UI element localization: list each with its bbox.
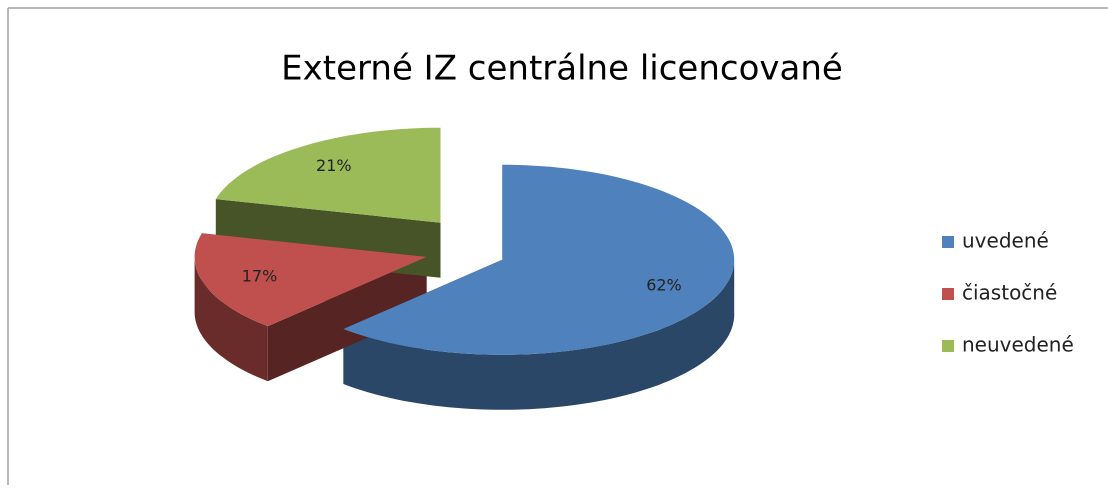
legend-label: čiastočné xyxy=(962,281,1057,305)
legend-swatch xyxy=(942,288,954,300)
legend-label: neuvedené xyxy=(962,333,1074,357)
data-label: 62% xyxy=(646,276,682,295)
legend-swatch xyxy=(942,236,954,248)
data-label: 17% xyxy=(242,266,278,285)
slice xyxy=(215,127,441,223)
data-label: 21% xyxy=(316,156,352,175)
chart-title: Externé IZ centrálne licencované xyxy=(281,49,843,89)
slice-side xyxy=(343,259,735,410)
legend-swatch xyxy=(942,340,954,352)
slice xyxy=(343,164,735,355)
slice xyxy=(194,233,427,327)
legend-label: uvedené xyxy=(962,229,1049,253)
slice-side xyxy=(194,256,268,382)
